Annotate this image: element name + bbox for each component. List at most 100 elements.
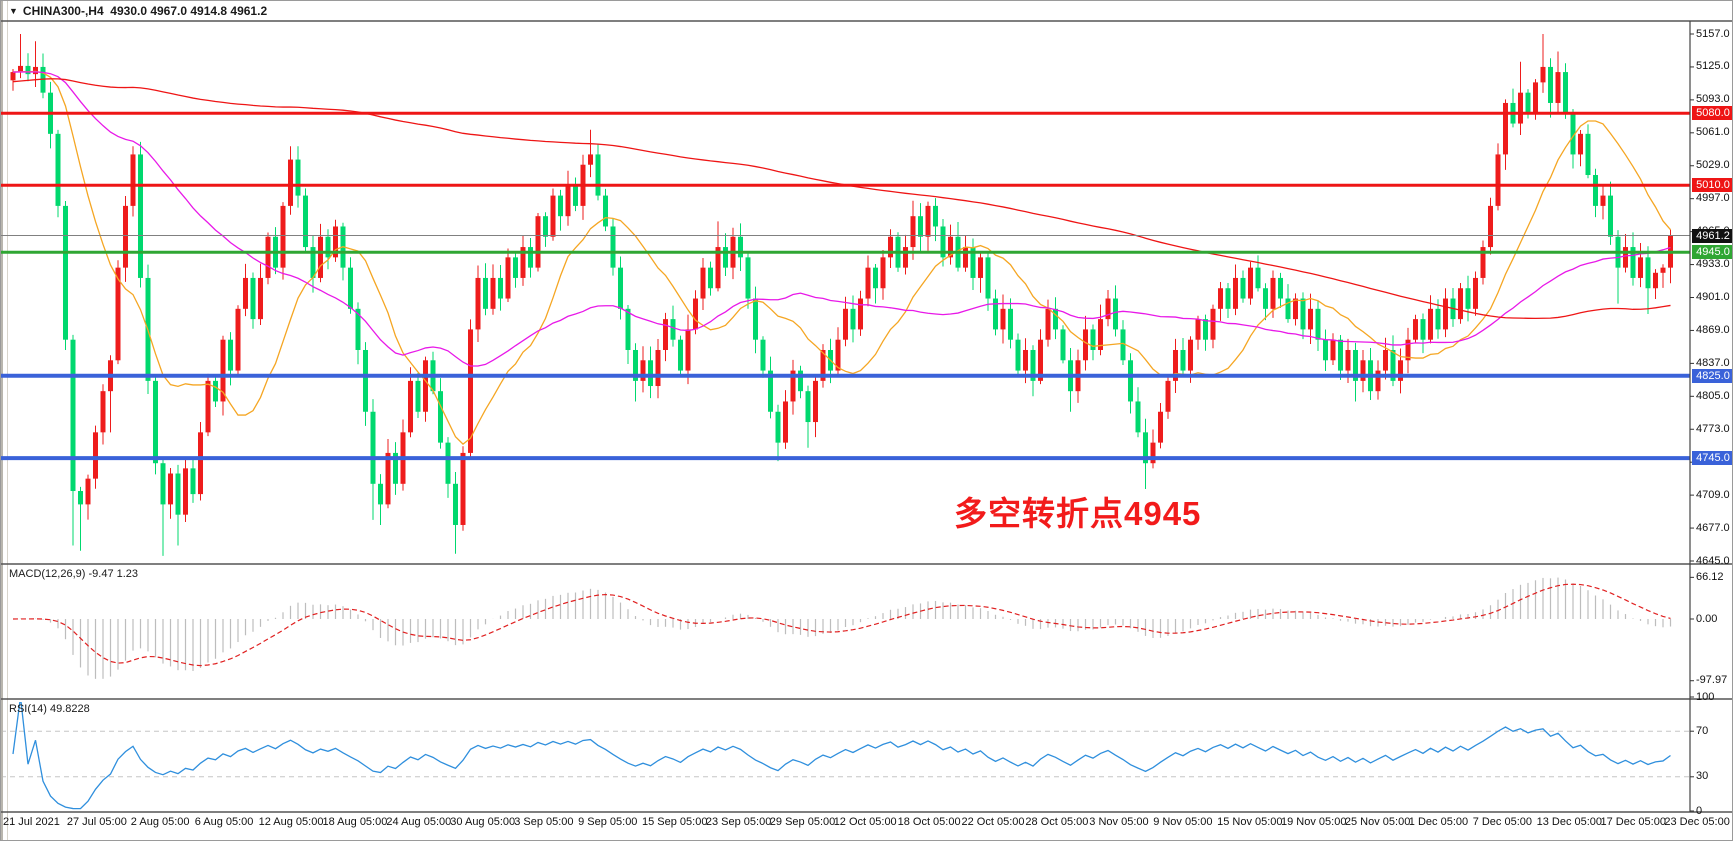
candle-up[interactable] (1023, 349, 1028, 371)
candle-up[interactable] (1195, 319, 1201, 340)
candle-up[interactable] (475, 277, 481, 330)
candle-down[interactable] (310, 247, 316, 278)
candle-down[interactable] (1053, 308, 1058, 330)
candle-down[interactable] (760, 339, 766, 371)
candle-up[interactable] (490, 277, 496, 309)
candle-down[interactable] (708, 267, 713, 289)
candle-down[interactable] (1225, 288, 1231, 309)
candle-down[interactable] (873, 267, 878, 289)
candle-up[interactable] (460, 452, 466, 525)
candle-down[interactable] (370, 411, 376, 484)
candle-down[interactable] (678, 339, 683, 371)
candle-down[interactable] (1548, 66, 1553, 103)
candle-up[interactable] (1105, 298, 1111, 320)
candle-up[interactable] (790, 370, 796, 402)
candle-up[interactable] (1150, 442, 1156, 464)
candle-down[interactable] (940, 226, 946, 258)
candle-up[interactable] (385, 452, 391, 505)
candle-down[interactable] (78, 491, 83, 505)
candle-up[interactable] (835, 339, 841, 371)
candle-up[interactable] (1165, 380, 1171, 412)
candle-up[interactable] (1000, 308, 1006, 330)
candle-down[interactable] (918, 216, 923, 237)
candle-up[interactable] (123, 205, 128, 268)
macd-pane[interactable] (12, 577, 1672, 679)
candle-down[interactable] (745, 257, 751, 299)
candle-up[interactable] (1218, 288, 1223, 309)
candle-up[interactable] (1083, 329, 1088, 361)
candle-down[interactable] (498, 277, 503, 299)
candle-up[interactable] (205, 380, 211, 433)
candle-down[interactable] (1608, 195, 1613, 237)
candle-up[interactable] (1210, 308, 1216, 340)
candle-down[interactable] (175, 473, 181, 515)
candle-down[interactable] (160, 463, 166, 505)
candle-up[interactable] (565, 185, 571, 217)
candle-down[interactable] (798, 370, 803, 392)
candle-down[interactable] (1285, 298, 1291, 320)
candle-up[interactable] (235, 308, 241, 371)
candle-up[interactable] (243, 277, 248, 309)
candle-down[interactable] (595, 154, 601, 196)
candle-up[interactable] (588, 154, 593, 165)
candle-up[interactable] (535, 216, 541, 268)
main-pane[interactable] (10, 34, 1674, 556)
candle-down[interactable] (1135, 401, 1141, 433)
candle-down[interactable] (618, 267, 623, 309)
candle-up[interactable] (1413, 319, 1418, 340)
candle-up[interactable] (1360, 360, 1366, 381)
candle-down[interactable] (295, 159, 301, 196)
candle-up[interactable] (1428, 308, 1433, 340)
candle-up[interactable] (963, 247, 968, 268)
candle-down[interactable] (55, 133, 61, 206)
candle-up[interactable] (1555, 72, 1561, 103)
candle-up[interactable] (1158, 411, 1163, 443)
candle-up[interactable] (1098, 319, 1103, 350)
candle-down[interactable] (610, 226, 616, 268)
candle-down[interactable] (1090, 329, 1096, 350)
candle-down[interactable] (648, 360, 653, 387)
candle-up[interactable] (700, 267, 706, 299)
candle-up[interactable] (288, 159, 293, 206)
candle-up[interactable] (280, 205, 286, 268)
candle-down[interactable] (1255, 267, 1261, 289)
candle-up[interactable] (93, 432, 98, 479)
candle-down[interactable] (1008, 308, 1013, 340)
candle-up[interactable] (910, 216, 916, 248)
candle-up[interactable] (505, 257, 511, 299)
candle-up[interactable] (1660, 267, 1666, 273)
candle-up[interactable] (183, 468, 188, 515)
candle-up[interactable] (1398, 360, 1403, 381)
candle-down[interactable] (528, 247, 533, 268)
candle-up[interactable] (1045, 308, 1051, 340)
candle-up[interactable] (1038, 339, 1043, 381)
rsi-pane[interactable] (1, 697, 1690, 810)
candle-down[interactable] (513, 257, 518, 278)
candle-up[interactable] (100, 391, 106, 433)
candle-up[interactable] (1488, 205, 1493, 248)
candle-down[interactable] (633, 349, 638, 381)
candle-up[interactable] (655, 349, 661, 387)
candle-up[interactable] (1188, 339, 1193, 371)
candle-up[interactable] (1293, 298, 1298, 320)
candle-up[interactable] (888, 236, 893, 258)
candle-up[interactable] (1638, 257, 1643, 278)
candle-up[interactable] (1330, 339, 1336, 361)
candle-down[interactable] (603, 195, 608, 227)
candle-down[interactable] (250, 277, 256, 320)
candle-up[interactable] (1383, 349, 1388, 371)
candle-up[interactable] (1270, 277, 1276, 309)
candle-up[interactable] (865, 267, 871, 299)
candle-up[interactable] (925, 205, 931, 237)
candle-up[interactable] (1533, 82, 1538, 114)
candle-up[interactable] (1458, 288, 1463, 320)
candle-down[interactable] (1300, 298, 1306, 330)
candle-up[interactable] (1600, 195, 1606, 206)
candle-down[interactable] (363, 349, 368, 412)
candle-down[interactable] (378, 483, 383, 505)
candle-down[interactable] (1240, 277, 1246, 299)
candle-up[interactable] (198, 432, 203, 495)
candle-down[interactable] (993, 298, 998, 330)
candle-down[interactable] (1315, 308, 1321, 340)
